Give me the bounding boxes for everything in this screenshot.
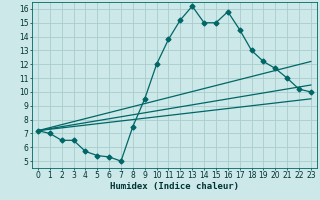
X-axis label: Humidex (Indice chaleur): Humidex (Indice chaleur) [110,182,239,191]
